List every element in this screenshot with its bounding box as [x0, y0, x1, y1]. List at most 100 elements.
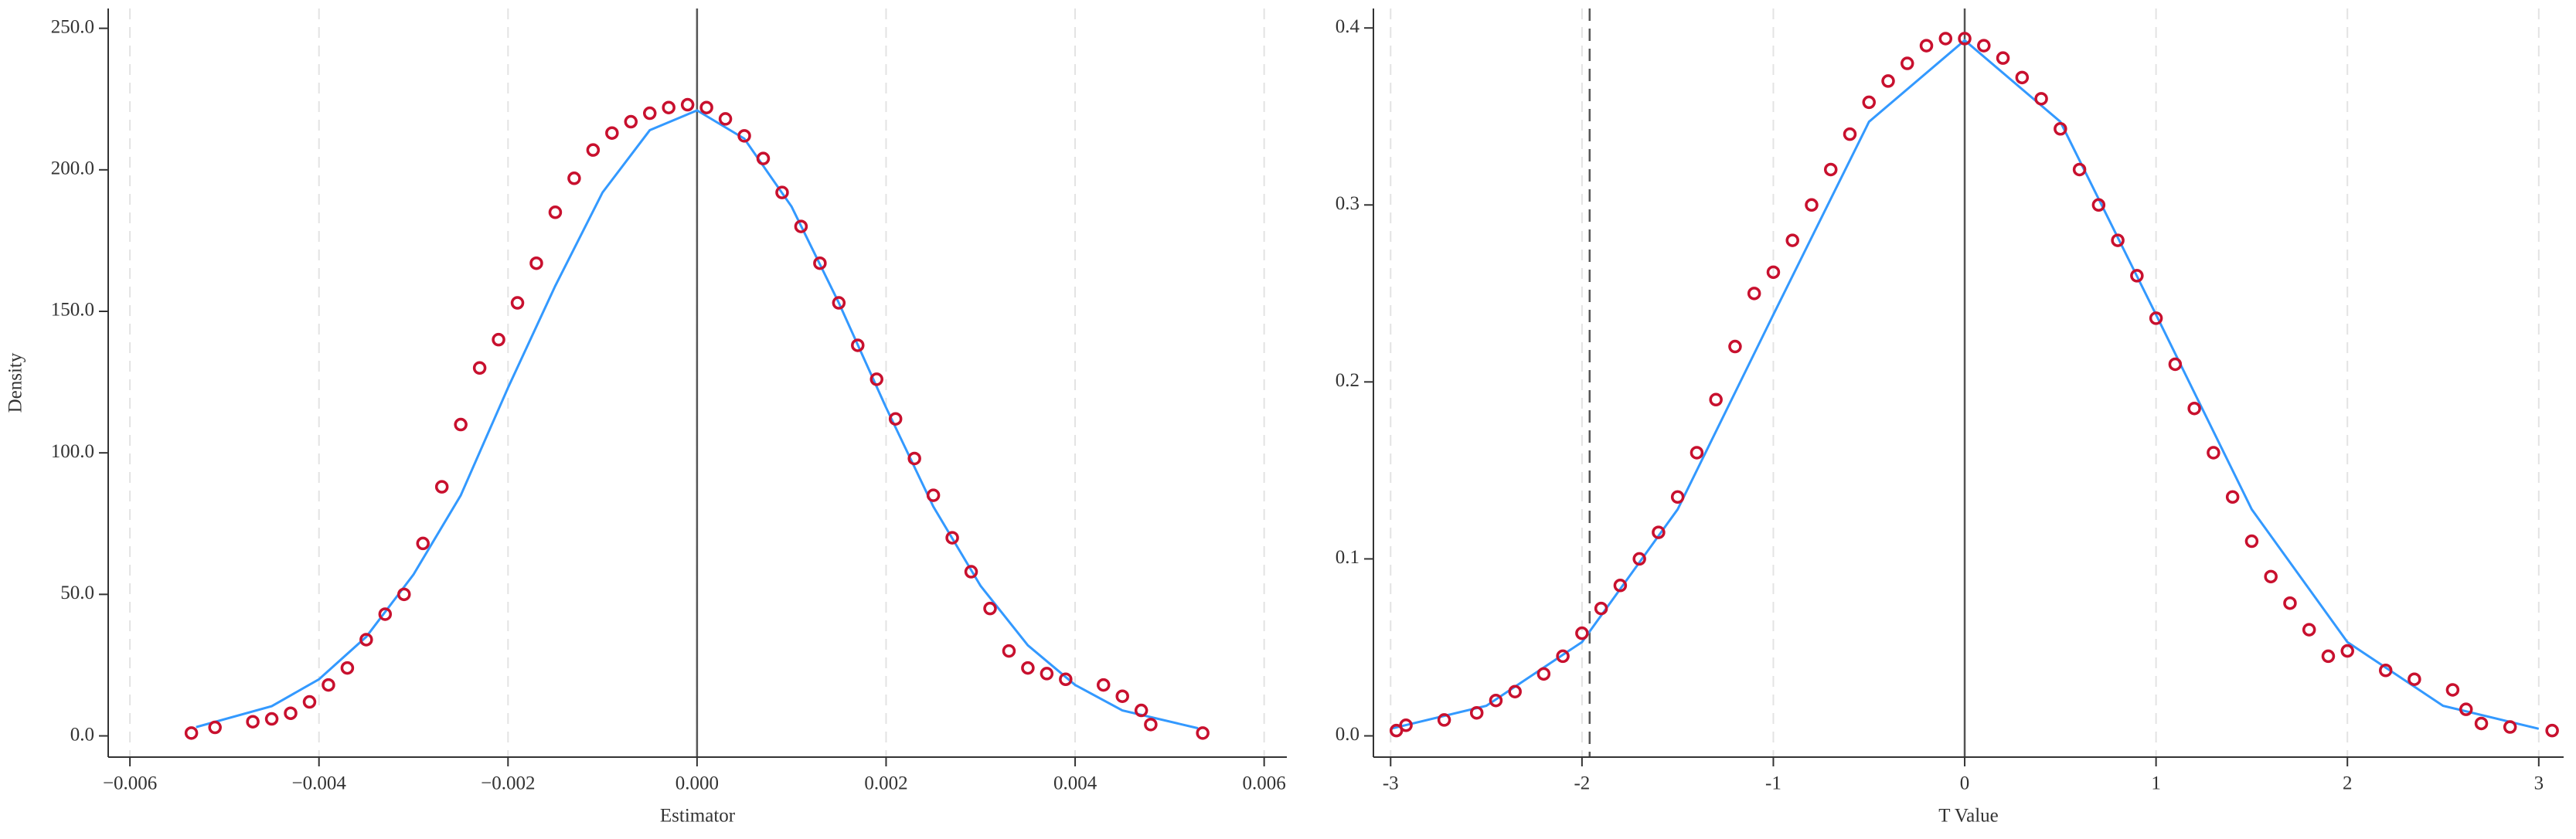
point: [1021, 661, 1035, 675]
point: [1134, 703, 1148, 718]
point: [1881, 74, 1895, 88]
point: [586, 143, 601, 157]
point: [2149, 311, 2163, 325]
point: [662, 100, 675, 114]
point: [1594, 601, 1608, 616]
x-tick-label: 0.000: [675, 773, 719, 794]
y-tick-label: 200.0: [51, 158, 94, 179]
point: [284, 706, 298, 720]
point: [1002, 644, 1016, 658]
point: [264, 712, 279, 726]
point: [2225, 490, 2240, 504]
point: [1823, 162, 1838, 177]
point: [1040, 667, 1054, 681]
point: [434, 480, 449, 494]
point: [1613, 579, 1628, 593]
point: [1399, 718, 1413, 732]
point: [1996, 51, 2010, 65]
point: [1901, 56, 1914, 70]
point: [472, 361, 487, 375]
x-axis-label: Estimator: [660, 806, 736, 827]
point: [2474, 716, 2489, 731]
point: [1508, 684, 1522, 698]
point: [2503, 720, 2517, 734]
x-tick-label: −0.006: [103, 773, 157, 794]
point: [888, 412, 903, 426]
point: [208, 720, 222, 735]
point: [2091, 198, 2106, 212]
point: [322, 678, 335, 692]
point: [246, 715, 260, 729]
point: [964, 565, 978, 579]
point: [567, 172, 581, 185]
point: [1469, 705, 1484, 720]
y-tick-label: 0.1: [1336, 547, 1359, 568]
point: [851, 338, 865, 352]
point: [1196, 726, 1210, 740]
point: [529, 256, 543, 270]
density-curve: [1390, 39, 2540, 730]
x-tick-label: 0: [1960, 773, 1970, 794]
x-tick-label: −0.004: [292, 773, 347, 794]
point: [2340, 644, 2354, 658]
point: [1805, 198, 1819, 212]
point: [2283, 596, 2297, 610]
point: [907, 451, 921, 466]
y-tick-label: 0.3: [1336, 193, 1359, 214]
point: [2244, 534, 2259, 549]
point: [756, 151, 771, 165]
point: [1728, 339, 1742, 354]
point: [2545, 723, 2559, 738]
point: [1977, 39, 1991, 53]
point: [302, 695, 317, 709]
point: [2015, 70, 2030, 85]
point: [642, 106, 657, 121]
point: [2445, 683, 2460, 697]
point: [2459, 702, 2473, 716]
point: [1766, 265, 1781, 280]
point: [2207, 446, 2220, 460]
point: [624, 114, 638, 129]
point: [2302, 623, 2316, 637]
x-tick-label: -1: [1765, 773, 1781, 794]
point: [1709, 392, 1723, 407]
point: [1958, 32, 1972, 46]
point: [1938, 32, 1953, 46]
point: [2168, 357, 2183, 372]
point: [1097, 678, 1111, 692]
point: [2072, 162, 2087, 177]
point: [737, 129, 751, 143]
y-tick-label: 0.0: [1336, 724, 1359, 745]
point: [510, 296, 525, 310]
point: [359, 633, 373, 647]
y-tick-label: 100.0: [51, 441, 94, 462]
point: [945, 531, 959, 545]
x-tick-label: 1: [2151, 773, 2161, 794]
point: [1536, 667, 1551, 681]
point: [2054, 122, 2067, 136]
x-tick-label: −0.002: [481, 773, 535, 794]
point: [2264, 569, 2278, 584]
x-tick-label: -2: [1574, 773, 1590, 794]
point: [1575, 626, 1589, 640]
point: [832, 296, 846, 310]
point: [718, 112, 733, 126]
x-tick-label: 2: [2343, 773, 2353, 794]
point: [2187, 401, 2201, 416]
point: [548, 206, 563, 219]
point: [2111, 233, 2125, 247]
point: [416, 536, 430, 551]
y-tick-label: 50.0: [60, 583, 94, 603]
point: [184, 726, 199, 740]
y-tick-label: 0.0: [70, 724, 94, 745]
point: [1652, 525, 1666, 539]
point: [1670, 490, 1685, 504]
point: [1632, 552, 1646, 566]
point: [2408, 672, 2421, 686]
x-axis-label: T Value: [1938, 806, 1999, 827]
point: [1785, 233, 1799, 247]
y-tick-label: 250.0: [51, 16, 94, 37]
point: [2378, 664, 2393, 678]
point: [454, 417, 468, 432]
